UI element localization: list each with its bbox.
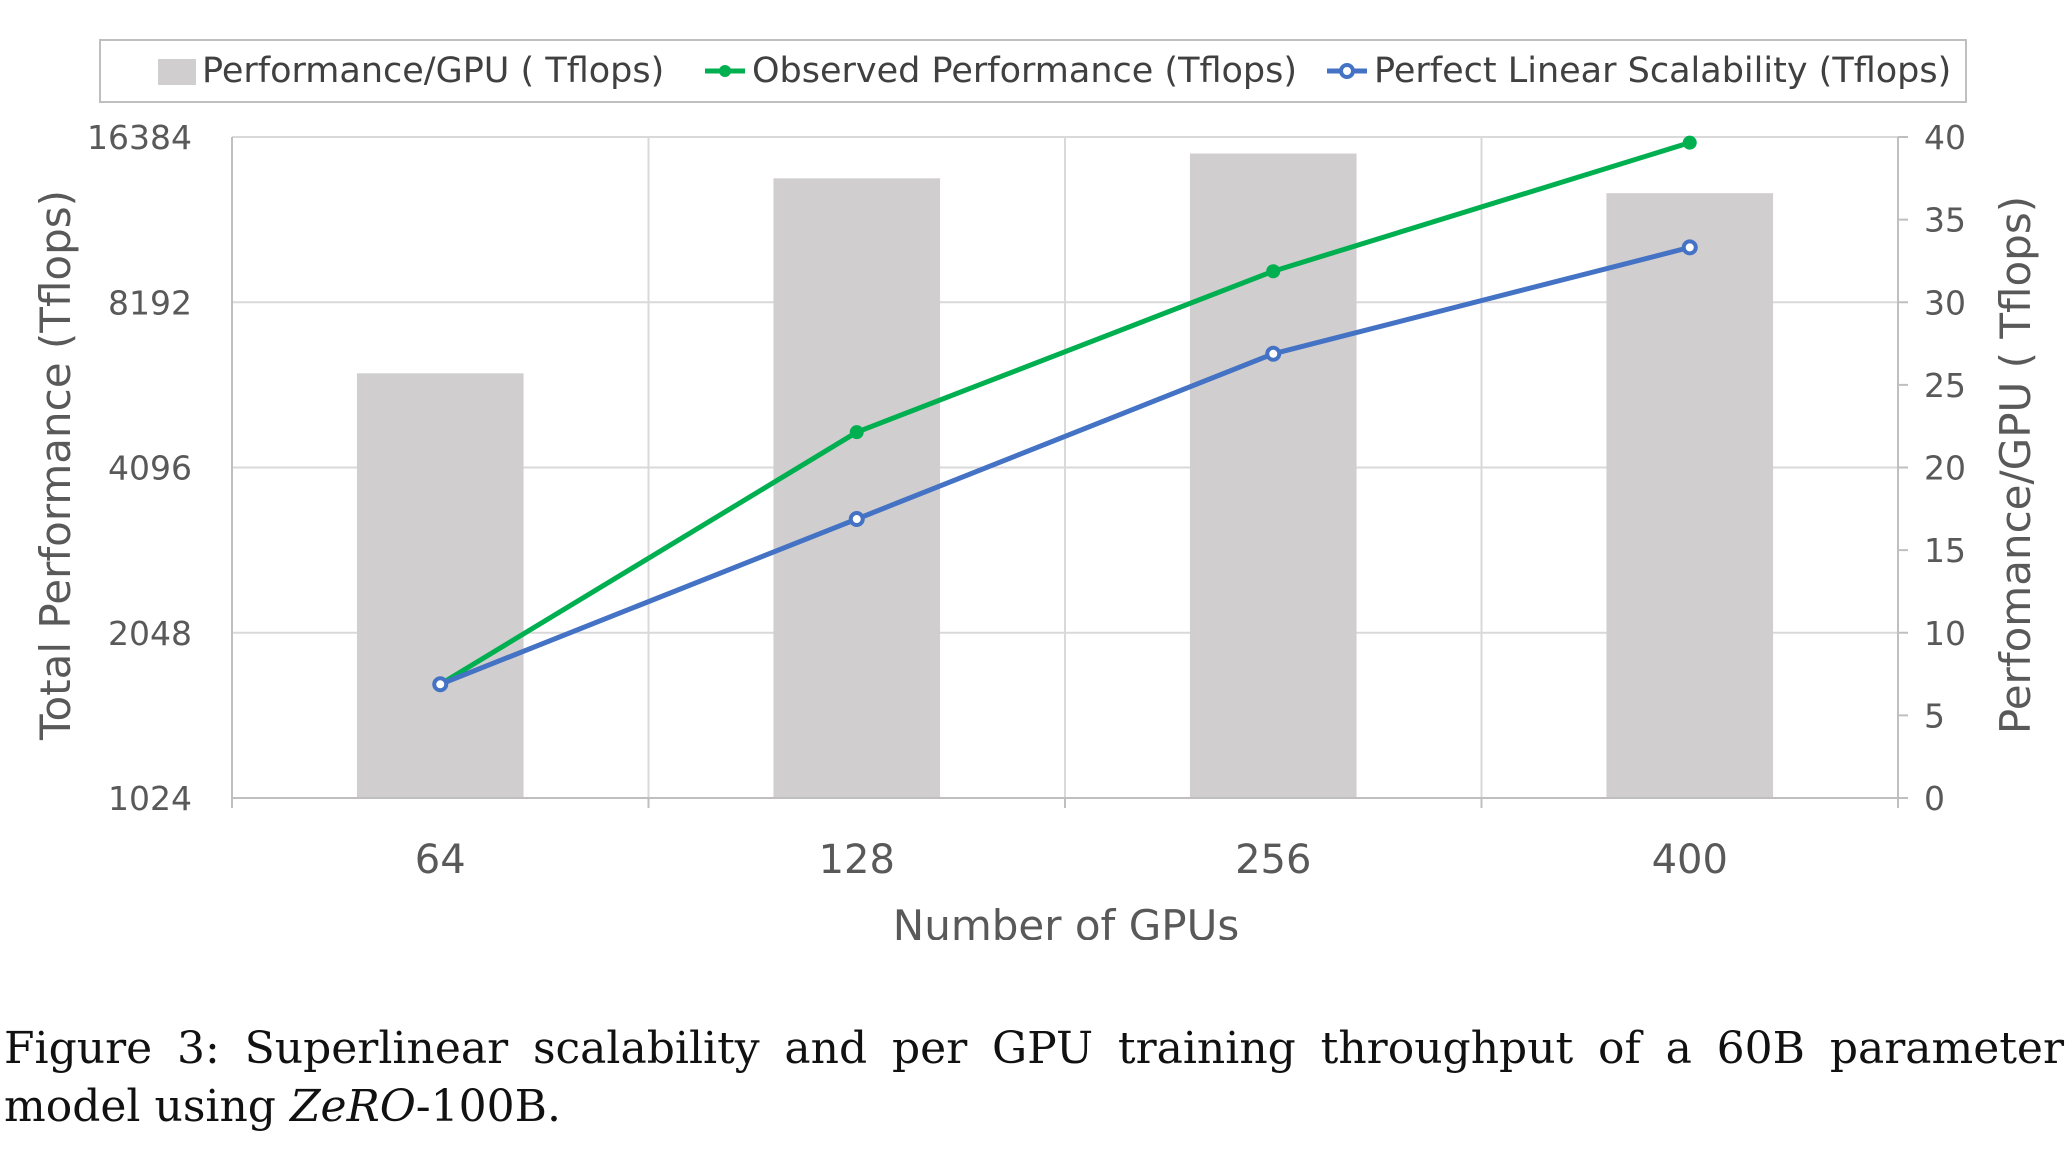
- bar: [356, 373, 524, 798]
- legend-marker-observed: [719, 65, 731, 77]
- bar: [773, 178, 941, 798]
- y-left-tick-label: 1024: [108, 779, 192, 818]
- y-left-tick-label: 8192: [108, 283, 192, 322]
- data-point: [1265, 345, 1282, 362]
- y-left-tick-label: 16384: [87, 118, 192, 157]
- x-tick-label: 256: [1235, 837, 1311, 883]
- y-left-tick-label: 4096: [108, 449, 192, 488]
- legend-label-bar: Performance/GPU ( Tflops): [202, 51, 664, 91]
- legend-label-linear: Perfect Linear Scalability (Tflops): [1374, 51, 1951, 91]
- legend-marker-linear: [1339, 63, 1355, 79]
- y-right-tick-label: 35: [1924, 201, 1966, 240]
- data-point: [432, 676, 449, 693]
- data-point: [1266, 264, 1281, 279]
- y-right-tick-label: 20: [1924, 449, 1966, 488]
- axes: 1024 2048 4096 8192 16384 0 5 10 15 20 25 30 35 40 64 1…: [87, 118, 1966, 883]
- x-tick-label: 128: [819, 837, 895, 883]
- line-series: [432, 135, 1698, 693]
- series-line: [438, 140, 1691, 687]
- y-right-tick-label: 30: [1924, 283, 1966, 322]
- y-right-tick-label: 15: [1924, 531, 1966, 570]
- y-right-tick-label: 0: [1924, 779, 1945, 818]
- y-right-tick-label: 25: [1924, 366, 1966, 405]
- y-left-tick-label: 2048: [108, 614, 192, 653]
- series-line: [439, 244, 1691, 687]
- data-point: [848, 511, 865, 528]
- legend-label-observed: Observed Performance (Tflops): [752, 51, 1297, 91]
- y-right-tick-label: 5: [1924, 696, 1945, 735]
- y-axis-left-title: Total Performance (Tflops): [31, 190, 80, 741]
- y-right-tick-label: 10: [1924, 614, 1966, 653]
- caption-suffix: -100B.: [415, 1081, 561, 1132]
- y-axis-right-title: Perfomance/GPU ( Tflops): [1991, 196, 2040, 734]
- bar-series: [356, 153, 1774, 798]
- caption-prefix: Figure 3: Superlinear scalability and pe…: [4, 1023, 2064, 1132]
- bar: [1606, 193, 1774, 798]
- legend-swatch-bar: [158, 59, 196, 85]
- data-point: [849, 425, 864, 440]
- figure-caption: Figure 3: Superlinear scalability and pe…: [4, 1020, 2064, 1136]
- x-axis-title: Number of GPUs: [893, 901, 1239, 940]
- caption-emphasis: ZeRO: [289, 1081, 416, 1132]
- data-point: [1682, 135, 1697, 150]
- chart: Performance/GPU ( Tflops) Observed Perfo…: [31, 39, 2040, 940]
- legend: Performance/GPU ( Tflops) Observed Perfo…: [99, 39, 1967, 103]
- x-tick-label: 400: [1652, 837, 1728, 883]
- y-right-tick-label: 40: [1924, 118, 1966, 157]
- data-point: [1681, 239, 1698, 256]
- bar: [1189, 153, 1357, 798]
- x-tick-label: 64: [415, 837, 466, 883]
- legend-box: [99, 39, 1967, 103]
